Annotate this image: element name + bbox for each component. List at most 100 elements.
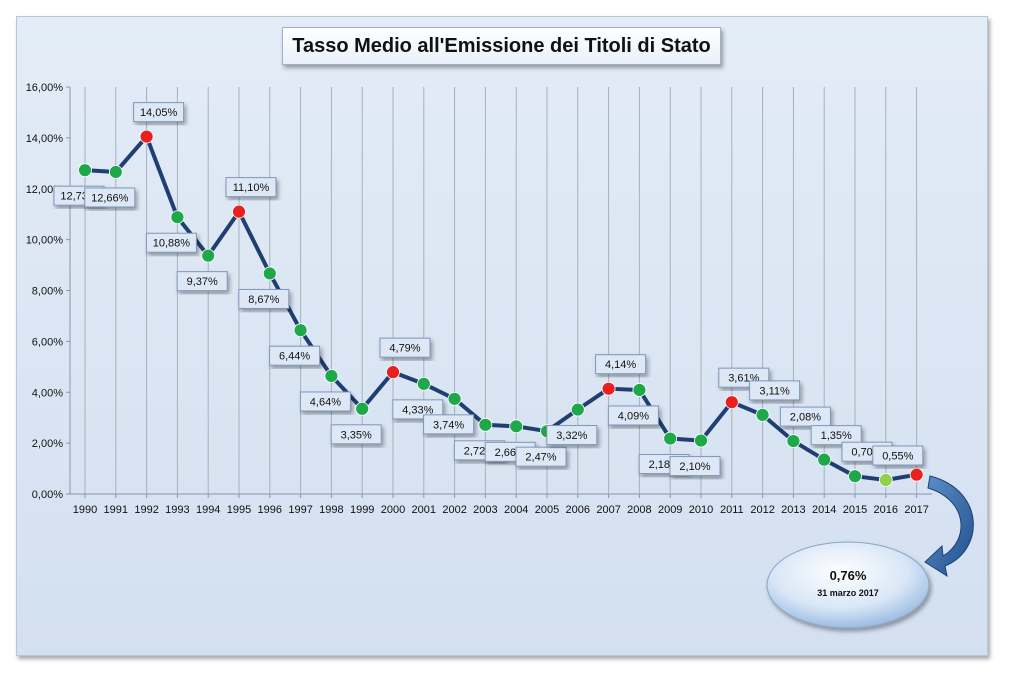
data-label-text: 4,14% xyxy=(605,359,636,371)
x-tick-label: 1999 xyxy=(350,504,374,516)
data-label-box xyxy=(145,232,197,253)
data-label-text: 12,66% xyxy=(91,192,129,204)
data-label-1998: 4,64% xyxy=(299,391,351,412)
callout-ellipse xyxy=(766,541,930,629)
data-label-box xyxy=(392,399,444,420)
data-label-2000: 4,79% xyxy=(379,337,431,358)
x-tick-label: 2017 xyxy=(904,504,928,516)
data-label-text: 2,47% xyxy=(525,452,556,464)
data-point-2001 xyxy=(416,376,431,391)
callout-value: 0,76% xyxy=(830,568,867,583)
data-label-box xyxy=(379,337,431,358)
data-point-2012 xyxy=(755,407,770,422)
data-label-1999: 3,35% xyxy=(330,424,382,445)
x-tick-label: 2009 xyxy=(658,504,682,516)
data-label-box xyxy=(779,406,831,427)
data-label-1991: 12,66% xyxy=(84,187,136,208)
data-label-1994: 9,37% xyxy=(176,271,228,292)
data-label-box xyxy=(749,380,801,401)
data-label-1997: 6,44% xyxy=(269,345,321,366)
data-point-2007 xyxy=(601,381,616,396)
data-label-text: 2,08% xyxy=(790,412,821,424)
y-tick-label: 2,00% xyxy=(32,438,63,450)
x-tick-label: 2011 xyxy=(720,504,744,516)
x-tick-label: 1991 xyxy=(104,504,128,516)
series-line xyxy=(84,134,917,483)
data-label-2005: 2,47% xyxy=(515,446,567,467)
x-tick-label: 2000 xyxy=(381,504,405,516)
data-label-text: 0,55% xyxy=(882,451,913,463)
x-tick-label: 2015 xyxy=(843,504,867,516)
x-tick-label: 2006 xyxy=(566,504,590,516)
callout-arrow xyxy=(924,475,974,578)
data-point-2011 xyxy=(724,395,739,410)
data-point-2008 xyxy=(632,383,647,397)
data-point-1997 xyxy=(293,323,308,338)
series-polyline xyxy=(84,134,917,483)
data-label-2013: 2,08% xyxy=(779,406,831,427)
data-label-1992: 14,05% xyxy=(133,102,185,123)
data-label-text: 11,10% xyxy=(233,182,270,194)
data-label-text: 6,44% xyxy=(279,351,310,363)
y-tick-label: 14,00% xyxy=(26,133,64,145)
data-label-2012: 3,11% xyxy=(749,380,801,401)
data-point-1996 xyxy=(262,266,277,281)
data-label-text: 2,10% xyxy=(679,461,710,473)
data-label-text: 4,33% xyxy=(402,404,433,416)
data-label-box xyxy=(225,177,277,198)
data-point-1990 xyxy=(78,163,92,178)
data-point-1999 xyxy=(355,401,370,416)
data-label-text: 4,79% xyxy=(389,343,420,355)
data-label-box xyxy=(84,187,136,208)
data-point-2004 xyxy=(509,419,524,434)
data-point-1993 xyxy=(170,210,185,225)
data-label-box xyxy=(515,446,567,467)
data-label-box xyxy=(299,391,351,412)
data-point-2014 xyxy=(817,452,832,467)
y-tick-label: 0,00% xyxy=(32,489,63,501)
data-label-text: 3,35% xyxy=(341,429,372,441)
data-label-box xyxy=(546,425,598,446)
data-point-2010 xyxy=(694,433,708,448)
data-point-1995 xyxy=(232,204,246,219)
data-label-box xyxy=(330,424,382,445)
x-tick-label: 1993 xyxy=(165,504,189,516)
x-tick-label: 1998 xyxy=(319,504,343,516)
x-tick-label: 1992 xyxy=(134,504,158,516)
data-label-box xyxy=(269,345,321,366)
markers xyxy=(78,129,924,487)
data-label-text: 14,05% xyxy=(140,107,178,119)
data-point-2009 xyxy=(663,431,678,446)
y-tick-label: 10,00% xyxy=(26,235,64,247)
data-point-2003 xyxy=(478,417,493,432)
data-label-2014: 1,35% xyxy=(810,425,862,446)
data-point-1992 xyxy=(139,129,154,144)
y-tick-label: 4,00% xyxy=(32,387,63,399)
chart-title: Tasso Medio all'Emissione dei Titoli di … xyxy=(282,27,721,65)
data-label-box xyxy=(810,425,862,446)
data-label-text: 3,32% xyxy=(556,430,587,442)
data-label-2010: 2,10% xyxy=(669,456,721,477)
x-tick-label: 2012 xyxy=(750,504,774,516)
data-label-box xyxy=(238,288,290,309)
data-point-2002 xyxy=(447,391,462,406)
data-label-1995: 11,10% xyxy=(225,177,277,198)
data-label-2007: 4,14% xyxy=(595,354,647,375)
x-tick-label: 1996 xyxy=(258,504,282,516)
data-label-box xyxy=(669,456,721,477)
axes: 0,00%2,00%4,00%6,00%8,00%10,00%12,00%14,… xyxy=(26,82,932,516)
data-label-text: 8,67% xyxy=(248,294,279,306)
x-tick-label: 2008 xyxy=(627,504,651,516)
data-label-text: 4,64% xyxy=(310,396,341,408)
x-tick-label: 1994 xyxy=(196,504,220,516)
x-tick-label: 2003 xyxy=(473,504,497,516)
data-point-2017 xyxy=(909,467,924,482)
data-label-1996: 8,67% xyxy=(238,288,290,309)
data-label-box xyxy=(595,354,647,375)
data-label-text: 1,35% xyxy=(821,430,852,442)
x-tick-label: 1997 xyxy=(288,504,312,516)
data-label-text: 9,37% xyxy=(187,276,218,288)
data-point-1994 xyxy=(201,248,216,263)
x-tick-label: 2002 xyxy=(442,504,466,516)
data-labels: 12,73%12,66%14,05%10,88%9,37%11,10%8,67%… xyxy=(53,102,924,477)
